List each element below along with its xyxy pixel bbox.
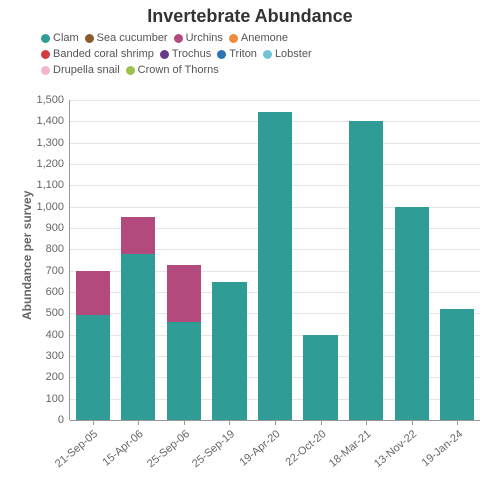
legend-row: Drupella snail Crown of Thorns [35,62,480,78]
bar-segment [167,322,201,420]
ytick-label: 600 [46,286,64,298]
bar-segment [395,207,429,420]
chart-legend: Clam Sea cucumber Urchins Anemone Banded cor… [35,30,480,78]
bar-group [349,100,383,420]
xtick-label: 18-Mar-21 [327,428,374,470]
ytick-label: 1,200 [36,158,64,170]
legend-label: Triton [229,48,257,60]
legend-swatch [41,34,50,43]
ytick-label: 1,000 [36,201,64,213]
legend-row: Clam Sea cucumber Urchins Anemone [35,30,480,46]
legend-label: Crown of Thorns [138,64,219,76]
chart-plot-area: 01002003004005006007008009001,0001,1001,… [70,100,480,420]
bar-segment [121,254,155,420]
ytick-label: 1,300 [36,137,64,149]
ytick-label: 400 [46,329,64,341]
bar-segment [76,271,110,316]
ytick-label: 300 [46,350,64,362]
ytick-label: 500 [46,307,64,319]
legend-label: Clam [53,32,79,44]
bar-segment [258,112,292,420]
xtick-mark [412,420,413,425]
legend-swatch [160,50,169,59]
legend-swatch [174,34,183,43]
bar-group [258,100,292,420]
legend-swatch [41,66,50,75]
ytick-label: 100 [46,393,64,405]
legend-swatch [263,50,272,59]
bar-segment [303,335,337,420]
xtick-mark [93,420,94,425]
legend-label: Banded coral shrimp [53,48,154,60]
legend-swatch [85,34,94,43]
y-axis-line [69,100,70,420]
xtick-label: 15-Apr-06 [101,428,146,469]
xtick-mark [229,420,230,425]
legend-swatch [217,50,226,59]
ytick-label: 1,400 [36,115,64,127]
legend-label: Lobster [275,48,312,60]
xtick-label: 25-Sep-19 [190,428,237,470]
legend-row: Banded coral shrimp Trochus Triton Lobster [35,46,480,62]
bar-group [395,100,429,420]
y-axis-label: Abundance per survey [20,191,34,320]
chart-container: Invertebrate Abundance Clam Sea cucumber U… [0,0,500,500]
xtick-label: 19-Jan-24 [419,428,465,469]
legend-label: Anemone [241,32,288,44]
xtick-label: 19-Apr-20 [238,428,283,469]
bar-group [212,100,246,420]
legend-label: Drupella snail [53,64,120,76]
ytick-label: 800 [46,243,64,255]
bar-group [121,100,155,420]
bar-group [76,100,110,420]
bar-segment [349,121,383,420]
ytick-label: 1,500 [36,94,64,106]
legend-label: Sea cucumber [97,32,168,44]
legend-swatch [41,50,50,59]
xtick-mark [275,420,276,425]
ytick-label: 900 [46,222,64,234]
xtick-mark [366,420,367,425]
xtick-label: 25-Sep-06 [145,428,192,470]
xtick-label: 21-Sep-05 [53,428,100,470]
bar-segment [76,315,110,420]
legend-swatch [229,34,238,43]
bar-segment [440,309,474,420]
legend-label: Trochus [172,48,211,60]
ytick-label: 0 [58,414,64,426]
xtick-mark [138,420,139,425]
bar-segment [212,282,246,420]
legend-swatch [126,66,135,75]
bar-group [440,100,474,420]
xtick-mark [457,420,458,425]
ytick-label: 200 [46,371,64,383]
bar-segment [167,265,201,322]
xtick-mark [184,420,185,425]
chart-title: Invertebrate Abundance [0,6,500,27]
bar-segment [121,217,155,253]
bar-group [303,100,337,420]
legend-label: Urchins [186,32,223,44]
ytick-label: 700 [46,265,64,277]
ytick-label: 1,100 [36,179,64,191]
xtick-label: 13-Nov-22 [372,428,419,470]
bar-group [167,100,201,420]
xtick-label: 22-Oct-20 [283,428,328,469]
xtick-mark [321,420,322,425]
